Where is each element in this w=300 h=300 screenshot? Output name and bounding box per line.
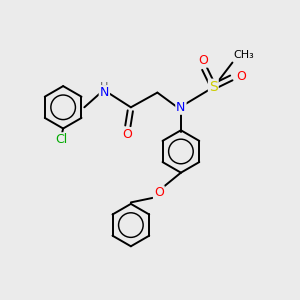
- Text: O: O: [122, 128, 132, 141]
- Text: O: O: [198, 54, 208, 67]
- Text: O: O: [154, 186, 164, 199]
- Text: H: H: [100, 82, 109, 92]
- Text: S: S: [209, 80, 218, 94]
- Text: CH₃: CH₃: [234, 50, 254, 60]
- Text: N: N: [176, 101, 186, 114]
- Text: N: N: [100, 86, 109, 99]
- Text: Cl: Cl: [56, 133, 68, 146]
- Text: O: O: [236, 70, 246, 83]
